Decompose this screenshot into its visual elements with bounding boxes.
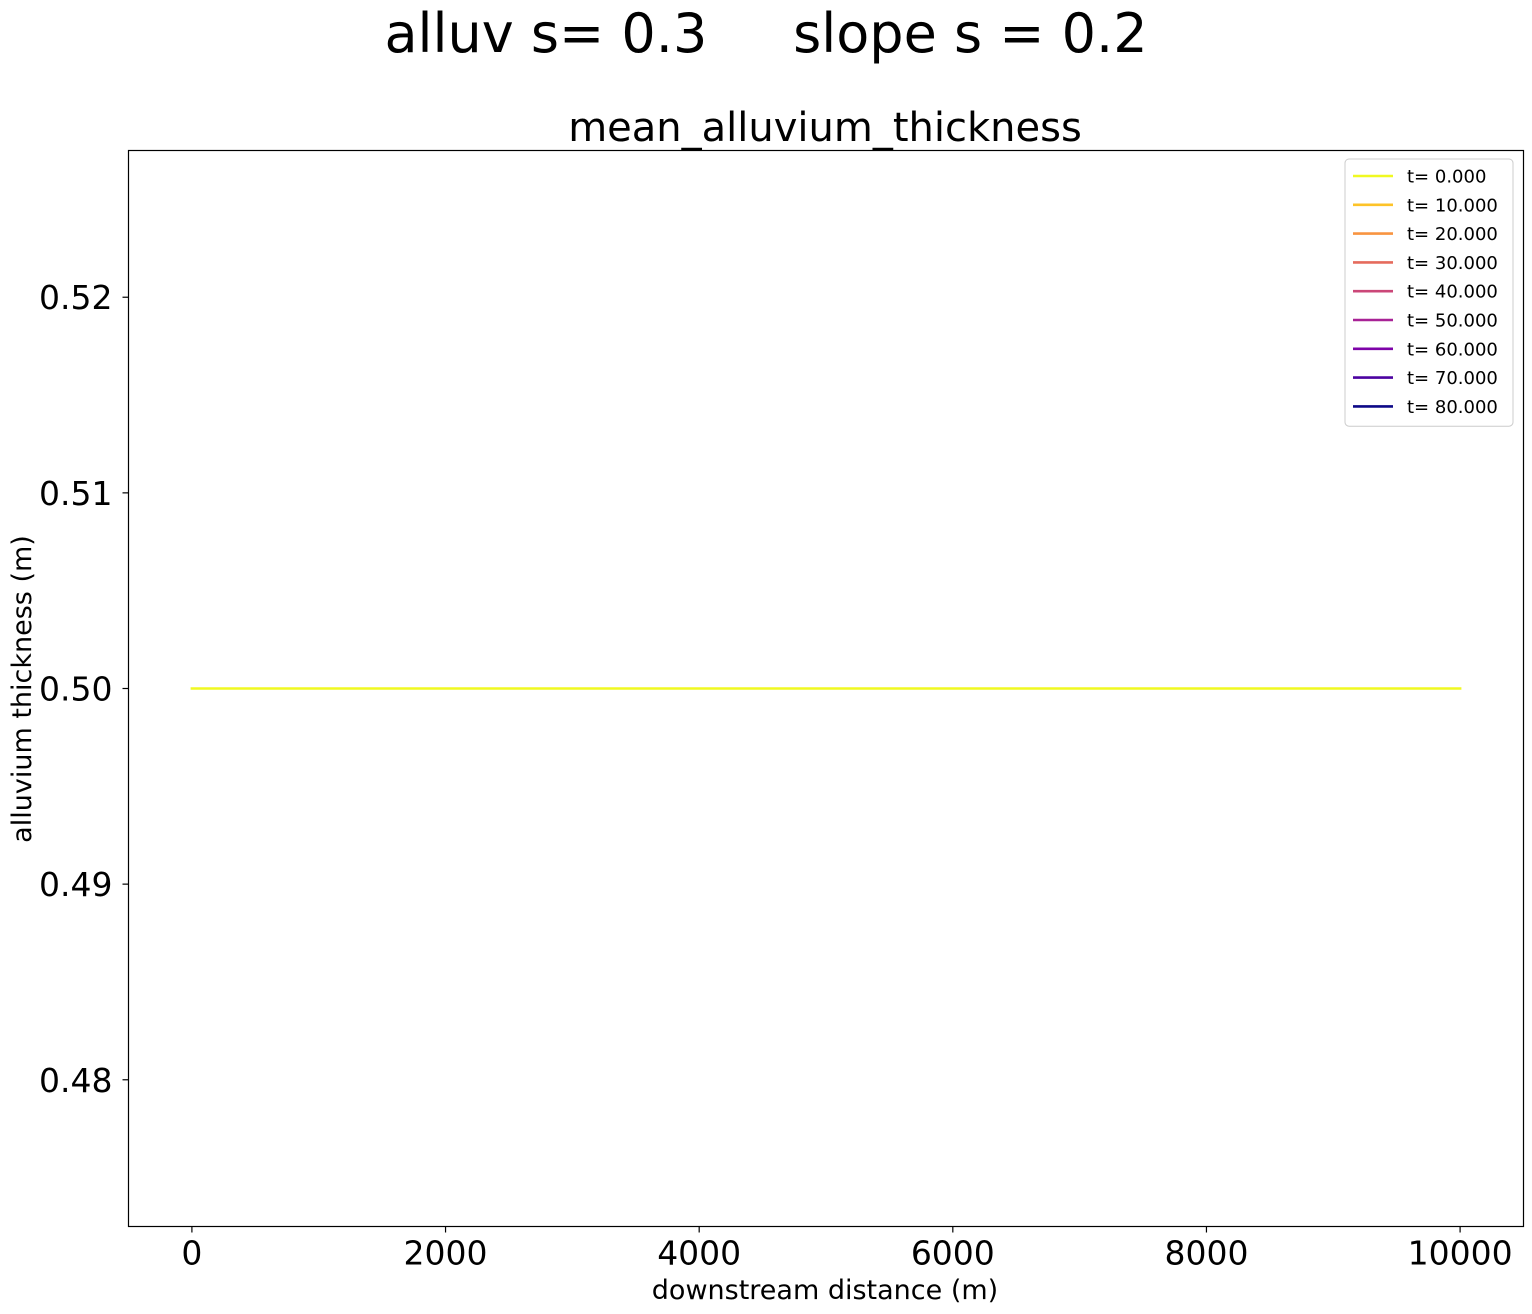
y-tick-label: 0.51: [39, 474, 112, 513]
legend-label-2: t= 20.000: [1407, 224, 1498, 245]
y-tick-label: 0.50: [39, 670, 112, 709]
y-axis-ticks: 0.48 0.49 0.50 0.51 0.52: [39, 278, 129, 1100]
x-tick-label: 2000: [404, 1234, 488, 1273]
legend-label-6: t= 60.000: [1407, 339, 1498, 360]
chart-title: mean_alluvium_thickness: [568, 105, 1082, 151]
legend-label-0: t= 0.000: [1407, 167, 1486, 188]
x-axis-ticks: 0 2000 4000 6000 8000 10000: [181, 1226, 1513, 1273]
y-tick-label: 0.52: [39, 278, 112, 317]
legend: t= 0.000 t= 10.000 t= 20.000 t= 30.000 t= 40…: [1344, 158, 1514, 427]
x-tick-label: 8000: [1164, 1234, 1248, 1273]
x-tick-label: 4000: [657, 1234, 741, 1273]
y-tick-label: 0.48: [39, 1061, 112, 1100]
x-tick-label: 0: [181, 1234, 202, 1273]
y-tick-label: 0.49: [39, 865, 112, 904]
figure-suptitle: alluv s= 0.3 slope s = 0.2: [384, 2, 1148, 65]
legend-label-4: t= 40.000: [1407, 282, 1498, 303]
legend-label-7: t= 70.000: [1407, 368, 1498, 389]
x-axis-label: downstream distance (m): [652, 1275, 998, 1306]
y-axis-label: alluvium thickness (m): [7, 535, 38, 843]
legend-label-3: t= 30.000: [1407, 253, 1498, 274]
legend-frame: [1344, 158, 1514, 427]
legend-label-8: t= 80.000: [1407, 397, 1498, 418]
legend-label-5: t= 50.000: [1407, 311, 1498, 332]
x-tick-label: 6000: [911, 1234, 995, 1273]
x-tick-label: 10000: [1408, 1234, 1513, 1273]
legend-label-1: t= 10.000: [1407, 195, 1498, 216]
